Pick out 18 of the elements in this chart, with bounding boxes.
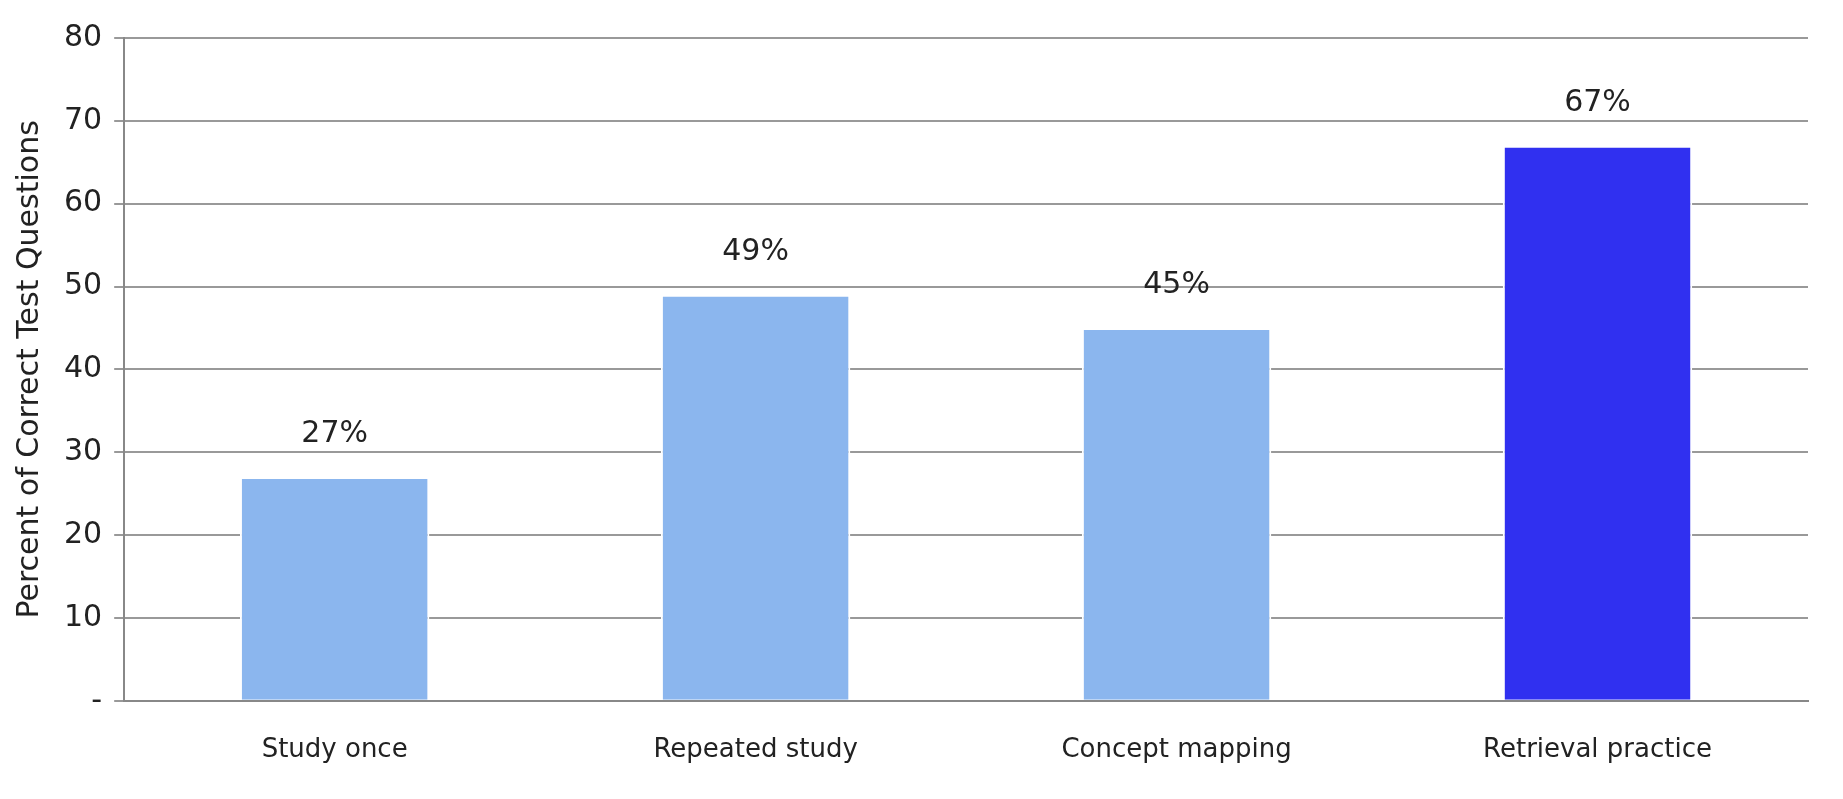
y-tick-label: 30 [63, 432, 103, 468]
y-tick-label: 70 [63, 100, 103, 136]
x-tick-label: Retrieval practice [1483, 733, 1712, 764]
y-tick-label: 40 [63, 349, 103, 385]
x-tick-label: Study once [261, 733, 408, 764]
y-axis-title: Percent of Correct Test Questions [9, 120, 45, 619]
y-tick-label: 50 [63, 266, 103, 302]
x-tick-label: Concept mapping [1061, 733, 1292, 764]
y-tick-label: 10 [63, 597, 103, 633]
y-tick-label: 80 [63, 17, 103, 53]
x-tick-label: Repeated study [653, 733, 858, 764]
data-label: 45% [1143, 264, 1210, 300]
y-tick-label: 60 [63, 183, 103, 219]
data-label: 67% [1564, 82, 1631, 118]
y-tick-label: - [91, 680, 103, 716]
data-label: 27% [301, 413, 368, 449]
y-tick-label: 20 [63, 514, 103, 550]
data-label: 49% [722, 231, 789, 267]
